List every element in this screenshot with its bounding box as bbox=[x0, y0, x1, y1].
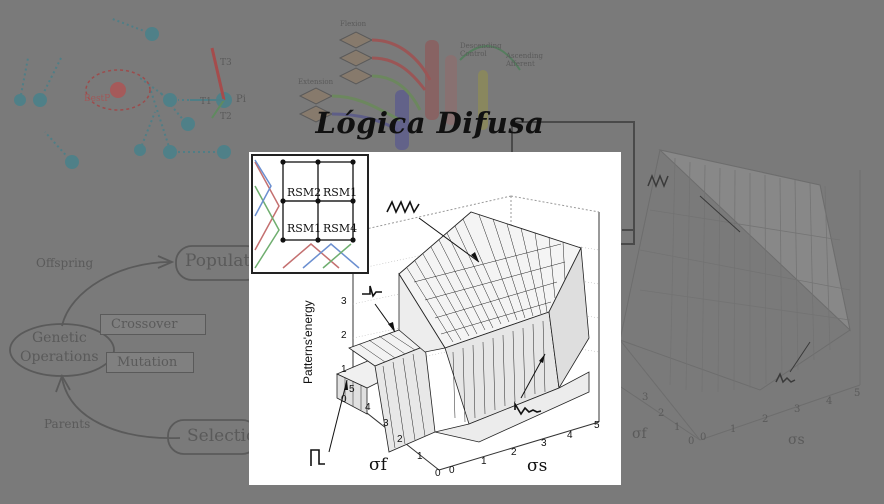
slide-title: Lógica Difusa bbox=[315, 106, 545, 140]
bg-label-parents: Parents bbox=[44, 417, 91, 431]
bg-right-sigma-s: σs bbox=[788, 432, 805, 448]
x-tick-2: 2 bbox=[511, 447, 517, 458]
bg-label-t3: T3 bbox=[220, 58, 232, 68]
bg-label-genetic: Genetic bbox=[32, 330, 87, 346]
z-tick-2: 2 bbox=[341, 330, 347, 341]
bg-label-t1: T1 bbox=[200, 97, 212, 107]
bg-right-tick-s3: 3 bbox=[794, 404, 801, 415]
bg-right-sigma-f: σf bbox=[632, 426, 647, 442]
rsm1-bottom-label: RSM1 bbox=[287, 222, 322, 235]
x-tick-3: 3 bbox=[541, 438, 547, 449]
bg-label-selection: Selection bbox=[187, 426, 268, 446]
bg-label-mutation: Mutation bbox=[117, 355, 178, 370]
y-tick-0: 0 bbox=[435, 468, 441, 479]
y-tick-1: 1 bbox=[417, 451, 423, 462]
bg-right-tick-f3: 3 bbox=[642, 392, 649, 403]
bg-label-extension: Extension bbox=[298, 78, 334, 86]
x-tick-5: 5 bbox=[594, 420, 600, 431]
rsm1-top-label: RSM1 bbox=[323, 186, 358, 199]
x-tick-4: 4 bbox=[567, 430, 573, 441]
x-axis-label: σs bbox=[527, 456, 548, 476]
bg-right-tick-s1: 1 bbox=[730, 424, 737, 435]
pointer-heads bbox=[344, 252, 545, 390]
pattern-glyphs bbox=[310, 200, 542, 466]
y-tick-4: 4 bbox=[365, 402, 371, 413]
bg-right-tick-s5: 5 bbox=[854, 388, 861, 399]
bg-label-flexion: Flexion bbox=[340, 20, 367, 28]
y-tick-5: 5 bbox=[349, 384, 355, 395]
glyph-pulse bbox=[310, 449, 325, 466]
rsm4-label: RSM4 bbox=[323, 222, 358, 235]
z-axis-label: Patterns'energy bbox=[301, 300, 315, 384]
surface-mesh bbox=[344, 214, 566, 449]
x-tick-0: 0 bbox=[449, 465, 455, 476]
z-tick-0: 0 bbox=[341, 394, 347, 405]
rsm-inset-drawing bbox=[254, 159, 360, 269]
bg-box-crossover: Crossover bbox=[100, 314, 206, 335]
bg-box-mutation: Mutation bbox=[106, 352, 194, 373]
y-axis-label: σf bbox=[369, 455, 387, 475]
bg-right-tick-s2: 2 bbox=[762, 414, 769, 425]
bg-label-offspring: Offspring bbox=[36, 256, 94, 270]
glyph-oscillation bbox=[386, 200, 420, 214]
bg-right-tick-s4: 4 bbox=[826, 396, 833, 407]
bg-label-crossover: Crossover bbox=[111, 317, 178, 332]
bg-node-label-pi: Pi bbox=[236, 94, 246, 105]
x-tick-1: 1 bbox=[481, 456, 487, 467]
bg-label-ascending: Ascending Afferent bbox=[506, 52, 543, 68]
bg-label-descending: Descending Control bbox=[460, 42, 502, 58]
y-tick-2: 2 bbox=[397, 434, 403, 445]
bg-label-t2: T2 bbox=[220, 112, 232, 122]
bg-right-tick-f2: 2 bbox=[658, 408, 665, 419]
surface-plot bbox=[310, 195, 600, 471]
glyph-damped bbox=[514, 401, 542, 416]
bg-right-tick-f1: 1 bbox=[674, 422, 681, 433]
bg-node-label-bestp: BestP bbox=[84, 94, 111, 104]
y-tick-3: 3 bbox=[383, 418, 389, 429]
bg-right-tick-s0: 0 bbox=[700, 432, 707, 443]
z-tick-1: 1 bbox=[341, 364, 347, 375]
glyph-step-spike bbox=[362, 285, 382, 298]
bg-label-operations: Operations bbox=[20, 349, 99, 365]
surface-low-plateau bbox=[336, 329, 436, 453]
bg-right-tick-f0: 0 bbox=[688, 436, 695, 447]
rsm-inset: RSM2 RSM1 RSM1 RSM4 bbox=[251, 154, 369, 274]
z-tick-3: 3 bbox=[341, 296, 347, 307]
rsm2-label: RSM2 bbox=[287, 186, 322, 199]
